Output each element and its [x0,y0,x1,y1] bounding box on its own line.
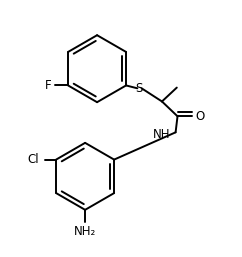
Text: F: F [45,79,51,92]
Text: Cl: Cl [28,153,39,166]
Text: NH: NH [153,128,171,141]
Text: S: S [136,82,143,95]
Text: NH₂: NH₂ [74,225,96,238]
Text: O: O [196,110,205,123]
